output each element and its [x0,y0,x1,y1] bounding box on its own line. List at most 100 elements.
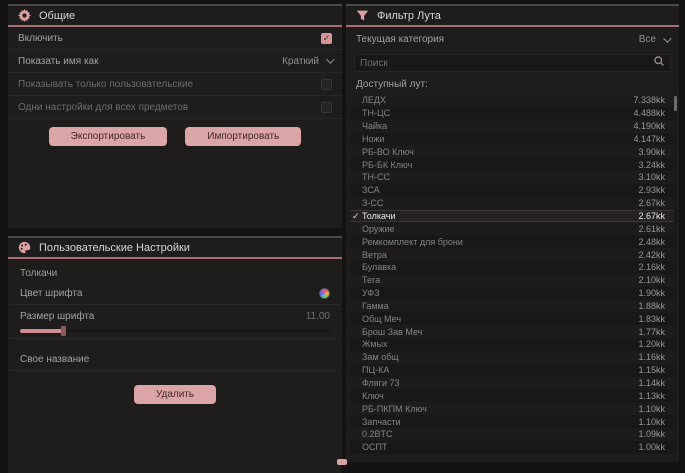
loot-item-row[interactable]: ✓ РБ-ПКПМ Ключ 1.10kk [350,402,677,416]
custom-settings-title: Пользовательские Настройки [39,241,190,254]
loot-item-name: РБ-ВО Ключ [362,146,414,157]
loot-item-name: Ветра [362,249,387,260]
custom-name-label: Свое название [20,354,90,365]
settings-row-label: Одни настройки для всех предметов [18,101,189,113]
loot-item-value: 1.14kk [638,377,665,388]
loot-item-name: Фляги 73 [362,377,400,388]
loot-item-row[interactable]: ✓ ОСПТ 1.00kk [350,440,677,454]
loot-item-name: З-СС [362,198,384,209]
loot-item-row[interactable]: ✓ УФЗ 1.90kk [350,286,677,300]
search-icon[interactable] [653,54,665,72]
loot-list-scrollbar[interactable] [674,94,677,454]
loot-item-name: Чайка [362,121,388,132]
loot-item-row[interactable]: ✓ РБ-БК Ключ 3.24kk [350,158,677,172]
loot-item-row[interactable]: ✓ Толкачи 2.67kk [350,209,677,223]
loot-item-row[interactable]: ✓ Ремкомплект для брони 2.48kk [350,235,677,249]
loot-item-name: ПЦ-КА [362,365,390,376]
loot-item-value: 1.13kk [638,390,665,401]
font-size-slider[interactable] [10,326,340,339]
custom-settings-panel: Пользовательские Настройки Толкачи Цвет … [8,236,342,473]
loot-item-value: 2.48kk [638,236,665,247]
loot-item-name: ТН-ЦС [362,108,391,119]
loot-item-name: РБ-БК Ключ [362,159,413,170]
loot-item-row[interactable]: ✓ Тега 2.10kk [350,273,677,287]
loot-item-row[interactable]: ✓ 0.2BTC 1.09kk [350,427,677,441]
loot-filter-title: Фильтр Лута [377,9,441,22]
font-size-row: Размер шрифта 11.00 [10,305,340,327]
loot-item-row[interactable]: ✓ Жмых 1.20kk [350,338,677,351]
loot-item-name: ЛЕДХ [362,95,387,106]
loot-item-value: 2.16kk [638,262,665,273]
loot-item-row[interactable]: ✓ ЗСА 2.93kk [350,183,677,197]
loot-item-row[interactable]: ✓ Булавка 2.16kk [350,260,677,274]
loot-item-row[interactable]: ✓ Общ Меч 1.83kk [350,312,677,326]
settings-row-label: Показывать только пользовательские [18,78,193,90]
resize-grip[interactable] [337,459,347,465]
loot-item-row[interactable]: ✓ З-СС 2.67kk [350,196,677,210]
slider-fill [20,329,64,333]
loot-item-name: 0.2BTC [362,429,393,440]
search-input[interactable] [360,57,653,69]
loot-item-row[interactable]: ✓ Ножи 4.147kk [350,132,677,146]
loot-item-row[interactable]: ✓ Гамма 1.88kk [350,299,677,313]
loot-item-row[interactable]: ✓ Зам общ 1.16kk [350,350,677,364]
loot-item-name: Ключ [362,390,384,401]
loot-item-row[interactable]: ✓ Брош Зав Меч 1.77kk [350,325,677,339]
loot-item-name: Жмых [362,339,388,350]
loot-item-value: 3.24kk [638,159,665,170]
loot-item-value: 4.147kk [633,133,665,144]
settings-row[interactable]: Включить ✓ [8,27,342,50]
funnel-icon [356,9,369,22]
import-button[interactable]: Импортировать [185,127,302,146]
chevron-down-icon [326,55,335,64]
export-button[interactable]: Экспортировать [48,127,168,146]
checkbox[interactable] [321,101,332,113]
loot-item-name: Общ Меч [362,313,402,324]
palette-icon [18,241,31,254]
loot-item-value: 2.42kk [638,249,665,260]
check-icon: ✓ [352,210,360,221]
loot-item-value: 1.90kk [638,288,665,299]
settings-row[interactable]: Показывать только пользовательские [8,73,342,96]
delete-row: Удалить [8,371,342,404]
loot-item-name: ОСПТ [362,442,388,453]
checkbox[interactable] [321,78,332,90]
loot-item-row[interactable]: ✓ ЛЕДХ 7.338kk [350,94,677,107]
delete-button[interactable]: Удалить [133,385,217,404]
loot-item-name: Зам общ [362,352,399,363]
dropdown-value: Краткий [282,55,319,67]
loot-item-name: Оружие [362,223,395,234]
settings-row[interactable]: Одни настройки для всех предметов [8,96,342,119]
loot-item-value: 1.88kk [638,300,665,311]
loot-item-row[interactable]: ✓ ТН-ЦС 4.488kk [350,106,677,120]
loot-item-value: 1.15kk [638,365,665,376]
general-panel: Общие Включить ✓ Показать имя как Кратки… [8,4,342,228]
checkbox[interactable]: ✓ [321,32,332,44]
loot-item-row[interactable]: ✓ Запчасти 1.10kk [350,415,677,428]
loot-item-row[interactable]: ✓ РБ-ВО Ключ 3.90kk [350,145,677,159]
color-picker-icon[interactable] [319,288,330,299]
loot-item-value: 1.77kk [638,326,665,337]
loot-item-value: 2.67kk [638,211,665,222]
loot-item-name: УФЗ [362,288,380,299]
loot-item-value: 1.00kk [638,442,665,453]
loot-item-row[interactable]: ✓ Ветра 2.42kk [350,248,677,261]
loot-item-row[interactable]: ✓ Оружие 2.61kk [350,222,677,236]
custom-name-input[interactable] [99,354,330,365]
chevron-down-icon [663,33,672,43]
loot-item-row[interactable]: ✓ Чайка 4.190kk [350,119,677,133]
slider-thumb[interactable] [61,326,66,336]
loot-item-value: 2.67kk [638,198,665,209]
loot-item-row[interactable]: ✓ ТН-СС 3.10kk [350,171,677,184]
loot-item-value: 1.10kk [638,403,665,414]
font-color-label: Цвет шрифта [20,288,83,299]
dropdown-select[interactable]: Краткий [282,55,335,67]
loot-item-value: 7.338kk [633,95,665,106]
loot-item-row[interactable]: ✓ Фляги 73 1.14kk [350,376,677,390]
settings-row[interactable]: Показать имя как Краткий [8,50,342,73]
category-select[interactable]: Все [639,33,672,45]
loot-item-row[interactable]: ✓ Ключ 1.13kk [350,389,677,403]
scrollbar-thumb[interactable] [674,96,677,111]
loot-rows: ✓ ЛЕДХ 7.338kk ✓ ТН-ЦС 4.488kk ✓ Чайка 4… [350,94,677,454]
loot-item-row[interactable]: ✓ ПЦ-КА 1.15kk [350,363,677,377]
